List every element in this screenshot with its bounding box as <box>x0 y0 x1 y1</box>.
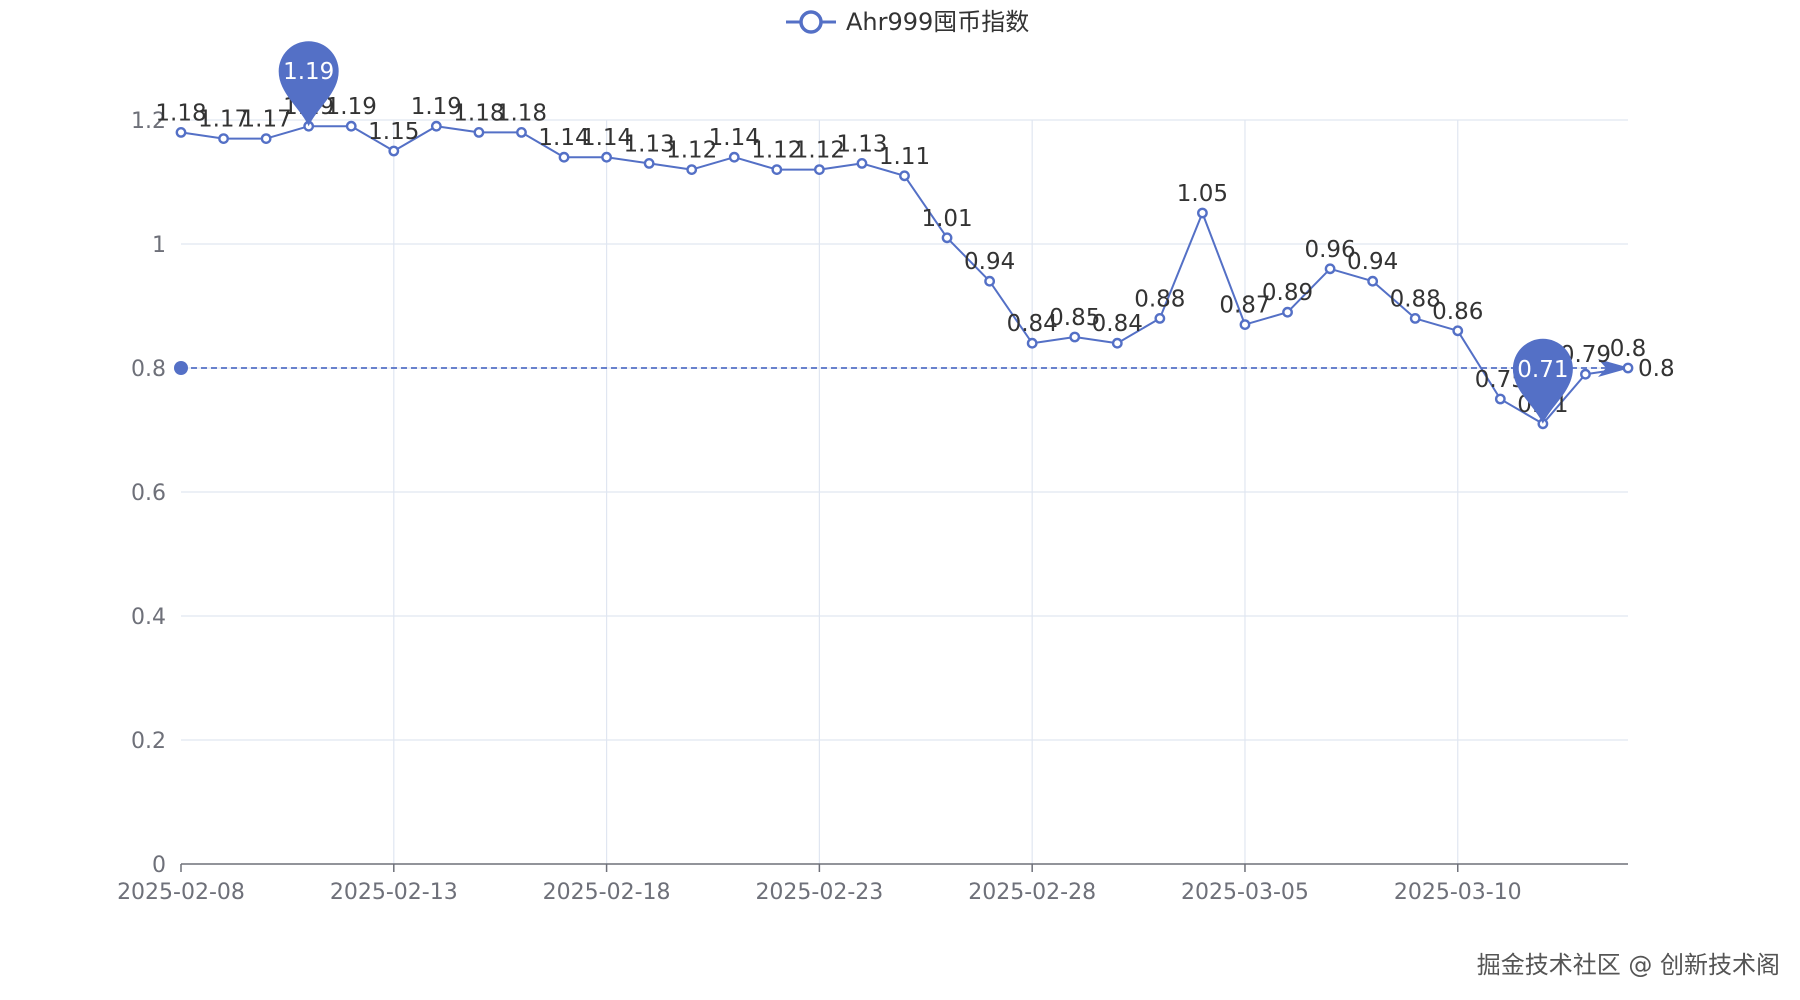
min-pin-marker <box>1512 338 1573 424</box>
y-tick-label: 0.8 <box>131 357 166 382</box>
data-point <box>1154 312 1166 324</box>
data-label: 0.94 <box>964 249 1015 275</box>
data-point <box>388 145 400 157</box>
data-label: 1.12 <box>794 138 845 164</box>
data-label: 1.01 <box>921 206 972 232</box>
data-point <box>771 164 783 176</box>
axes: 0 0.2 0.4 0.6 0.8 1 1.2 2025-02-08 2025-02-13 202… <box>117 109 1628 905</box>
mark-line-arrow-icon <box>1598 359 1630 377</box>
data-point <box>1069 331 1081 343</box>
data-label: 1.17 <box>198 107 249 133</box>
data-point <box>1452 325 1464 337</box>
data-point <box>1324 263 1336 275</box>
data-point <box>175 126 187 138</box>
data-point <box>643 157 655 169</box>
data-point <box>430 120 442 132</box>
data-label: 1.14 <box>538 125 589 151</box>
x-tick-label: 2025-03-10 <box>1394 880 1522 905</box>
data-label: 1.13 <box>836 131 887 157</box>
data-point <box>1197 207 1208 219</box>
data-point <box>558 151 570 163</box>
data-label: 0.85 <box>1049 305 1100 331</box>
data-point <box>516 126 527 138</box>
average-mark-line: 0.8 <box>174 356 1675 382</box>
data-label: 1.18 <box>453 100 504 126</box>
data-labels: 1.181.171.171.191.191.151.191.181.181.14… <box>155 94 1646 418</box>
x-tick-label: 2025-02-18 <box>543 880 671 905</box>
data-label: 1.11 <box>879 144 930 170</box>
max-pin-label: 1.19 <box>283 59 334 85</box>
data-label: 0.87 <box>1219 293 1270 319</box>
data-point <box>1026 337 1038 349</box>
legend-label: Ahr999囤币指数 <box>846 8 1029 36</box>
data-point <box>1494 393 1506 405</box>
data-label: 0.96 <box>1304 237 1355 263</box>
data-point <box>686 164 698 176</box>
data-label: 0.89 <box>1262 280 1313 306</box>
data-label: 0.88 <box>1390 286 1441 312</box>
data-point <box>345 120 357 132</box>
y-tick-label: 1 <box>152 233 166 258</box>
data-point <box>473 126 485 138</box>
data-label: 1.12 <box>666 138 717 164</box>
max-pin-marker <box>278 41 339 127</box>
data-label: 1.18 <box>496 100 547 126</box>
data-label: 1.13 <box>624 131 675 157</box>
y-tick-label: 0 <box>152 853 166 878</box>
data-label: 0.84 <box>1092 311 1143 337</box>
data-label: 0.84 <box>1007 311 1058 337</box>
data-point <box>260 133 272 145</box>
data-label: 1.14 <box>709 125 760 151</box>
data-point <box>728 151 740 163</box>
data-point <box>218 133 229 145</box>
data-label: 0.86 <box>1432 299 1483 325</box>
data-point <box>1111 337 1123 349</box>
data-label: 0.88 <box>1134 286 1185 312</box>
data-label: 0.94 <box>1347 249 1398 275</box>
y-tick-label: 0.6 <box>131 481 166 506</box>
mark-line-label: 0.8 <box>1638 356 1675 382</box>
data-point <box>1622 362 1634 374</box>
data-label: 1.15 <box>368 119 419 145</box>
grid-lines <box>181 119 1628 864</box>
x-tick-label: 2025-02-23 <box>755 880 883 905</box>
data-point <box>1239 319 1251 330</box>
data-point <box>899 170 910 182</box>
legend[interactable]: Ahr999囤币指数 <box>786 8 1029 36</box>
data-point <box>984 275 996 287</box>
data-point <box>813 164 825 176</box>
data-point <box>856 157 868 169</box>
data-label: 1.18 <box>155 100 206 126</box>
data-point <box>1367 275 1379 287</box>
data-label: 1.05 <box>1177 181 1228 207</box>
data-label: 1.17 <box>241 107 292 133</box>
x-tick-label: 2025-02-28 <box>968 880 1096 905</box>
data-label: 1.19 <box>326 94 377 120</box>
data-point <box>601 151 612 163</box>
data-point <box>1409 312 1421 324</box>
min-pin-label: 0.71 <box>1517 357 1568 383</box>
data-label: 0.8 <box>1610 336 1647 362</box>
y-tick-label: 0.4 <box>131 605 166 630</box>
data-point <box>941 232 953 244</box>
x-tick-label: 2025-02-13 <box>330 880 458 905</box>
data-label: 1.12 <box>751 138 802 164</box>
y-tick-label: 1.2 <box>131 109 166 134</box>
mark-points: 1.19 0.71 <box>278 41 1573 424</box>
watermark: 掘金技术社区 @ 创新技术阁 <box>1477 951 1780 979</box>
data-point <box>1580 368 1591 380</box>
data-label: 1.14 <box>581 125 632 151</box>
data-label: 1.19 <box>411 94 462 120</box>
x-tick-label: 2025-03-05 <box>1181 880 1309 905</box>
data-point <box>1282 306 1293 318</box>
legend-circle-icon <box>799 10 823 34</box>
x-tick-label: 2025-02-08 <box>117 880 245 905</box>
y-tick-label: 0.2 <box>131 729 166 754</box>
series-line-group <box>175 120 1634 430</box>
